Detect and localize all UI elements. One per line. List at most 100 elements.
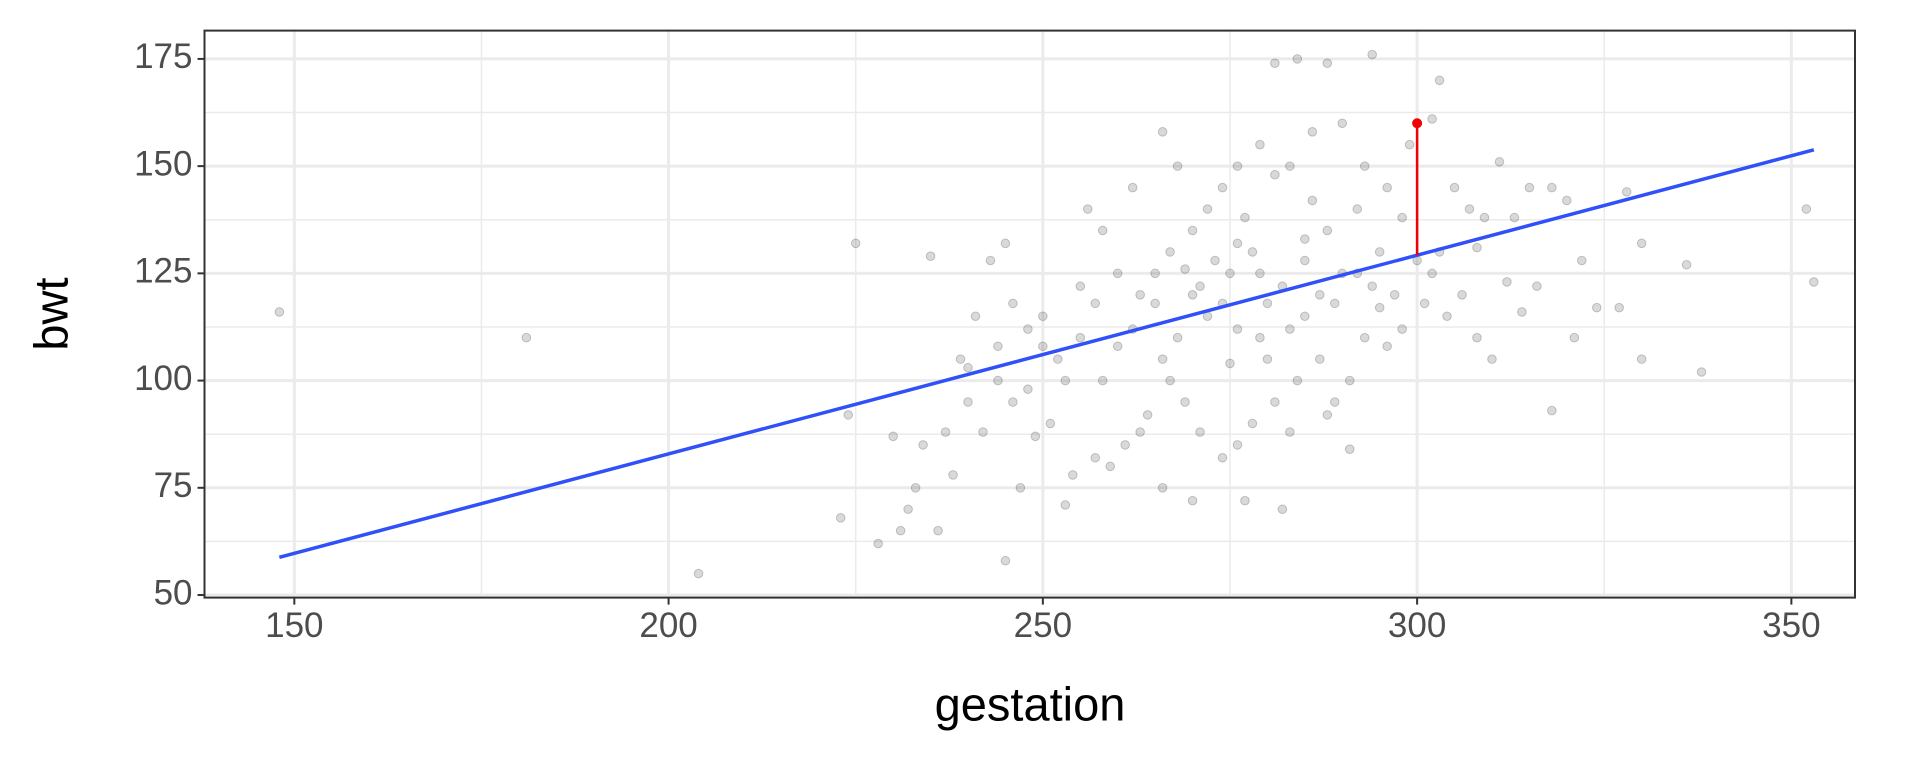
data-point [1457, 289, 1467, 300]
data-point [970, 311, 981, 322]
data-point [1532, 281, 1542, 292]
data-point [1509, 212, 1520, 223]
data-point [888, 431, 898, 442]
data-point [1008, 397, 1018, 407]
data-point [1285, 324, 1295, 334]
data-point [1344, 444, 1355, 455]
data-point [1172, 161, 1183, 171]
y-tick-label: 150 [134, 144, 192, 183]
data-point [1329, 298, 1340, 309]
data-point [963, 397, 973, 407]
x-tick-label: 350 [1762, 606, 1820, 645]
data-point [1255, 268, 1265, 279]
data-point [1038, 341, 1048, 352]
data-point [1172, 332, 1183, 343]
data-point [1262, 298, 1273, 309]
data-point [1315, 354, 1325, 364]
data-point [895, 525, 906, 536]
data-point [1681, 259, 1692, 270]
data-point [1157, 483, 1168, 493]
x-axis-title: gestation [935, 677, 1126, 730]
data-point [1322, 410, 1333, 420]
data-point [1397, 212, 1407, 223]
y-tick-label: 175 [134, 37, 192, 76]
data-point [1442, 311, 1452, 322]
data-point [1315, 289, 1325, 300]
data-point [1494, 157, 1505, 167]
data-point [1277, 504, 1288, 515]
data-point [1322, 58, 1333, 68]
data-point [1008, 298, 1018, 309]
y-tick-label: 100 [134, 359, 192, 398]
data-point [1337, 118, 1348, 129]
data-point [1591, 302, 1602, 313]
data-point [1434, 75, 1445, 86]
data-point [1060, 500, 1071, 510]
data-point [1292, 54, 1303, 64]
data-point [1240, 495, 1250, 506]
data-point [1307, 127, 1318, 137]
data-point [1127, 182, 1138, 193]
data-point [1300, 234, 1310, 244]
data-point [521, 332, 532, 343]
data-point [1217, 182, 1228, 193]
data-point [955, 354, 966, 364]
data-point [1120, 440, 1130, 450]
data-point [1165, 247, 1175, 257]
data-point [1202, 204, 1213, 214]
panel-border [203, 29, 1856, 599]
data-point [925, 251, 936, 261]
data-point [948, 470, 958, 480]
data-point [1397, 324, 1407, 334]
data-point [1270, 397, 1280, 407]
data-point [993, 341, 1003, 352]
data-point [1075, 332, 1086, 343]
data-point [1247, 247, 1258, 257]
data-point [1015, 483, 1026, 493]
data-point [1382, 341, 1392, 352]
data-point [1389, 289, 1400, 300]
data-point [1187, 495, 1198, 506]
data-point [274, 307, 285, 317]
data-point [1307, 195, 1318, 206]
data-point [963, 362, 973, 373]
data-point [1060, 375, 1071, 386]
data-point [1023, 384, 1033, 394]
data-point [1472, 242, 1482, 253]
data-point [1322, 225, 1333, 236]
data-point [1105, 461, 1116, 472]
data-point [1464, 204, 1475, 214]
highlight-point [1412, 118, 1423, 129]
data-point [1614, 302, 1625, 313]
data-point [1187, 225, 1198, 236]
data-point [978, 427, 988, 437]
data-point [1157, 127, 1168, 137]
data-point [1479, 212, 1490, 223]
data-point [1225, 268, 1235, 279]
data-point [903, 504, 913, 515]
data-point [1038, 311, 1048, 322]
data-point [1524, 182, 1535, 193]
data-point [1217, 452, 1228, 463]
data-point [1180, 397, 1190, 407]
data-point [993, 375, 1003, 386]
data-point [1232, 440, 1243, 450]
data-point [835, 513, 846, 523]
data-point [1112, 268, 1123, 279]
data-point [1225, 358, 1235, 369]
data-point [985, 255, 996, 266]
data-point [1419, 298, 1430, 309]
data-point [910, 483, 921, 493]
data-point [1255, 139, 1265, 150]
data-point [1045, 418, 1056, 429]
data-point [1285, 161, 1295, 171]
data-point [1023, 324, 1033, 334]
data-point [918, 440, 928, 450]
data-point [1487, 354, 1497, 364]
y-tick-label: 50 [154, 573, 193, 612]
data-point [1097, 225, 1108, 236]
data-point [1232, 324, 1243, 334]
data-point [1449, 182, 1460, 193]
data-point [1082, 204, 1093, 214]
